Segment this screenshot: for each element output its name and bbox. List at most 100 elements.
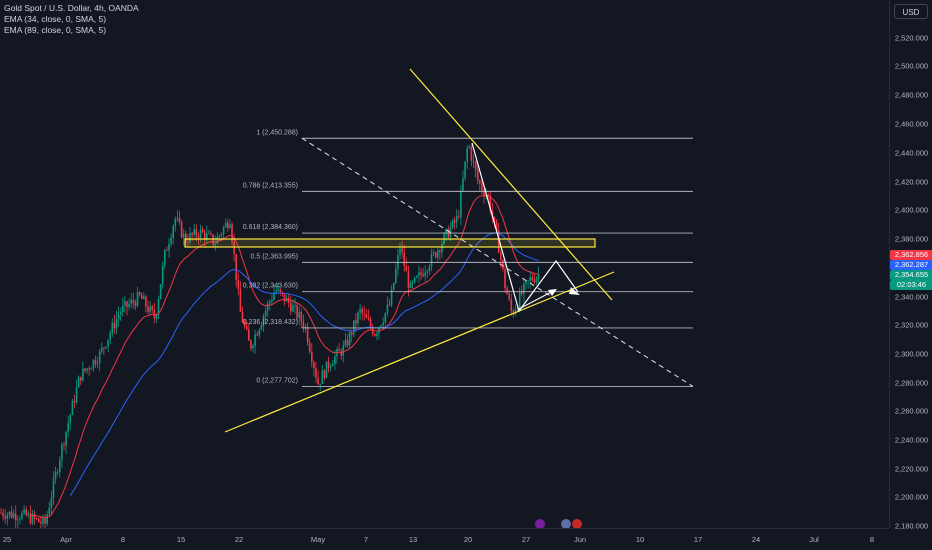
- candle-body: [65, 431, 67, 446]
- ema89-legend[interactable]: EMA (89, close, 0, SMA, 5): [4, 25, 107, 35]
- candle-body: [470, 147, 473, 161]
- candle-body: [376, 333, 378, 336]
- candle-body: [115, 318, 118, 329]
- candle-body: [119, 311, 122, 315]
- arrowhead-icon: [569, 287, 580, 295]
- candle-body: [77, 376, 80, 388]
- projection-arrow-line: [518, 289, 556, 310]
- candle-body: [33, 513, 36, 519]
- candle-body: [82, 368, 84, 381]
- drawings-layer[interactable]: [184, 68, 615, 433]
- candle-body: [132, 299, 135, 303]
- candle-body: [441, 243, 443, 253]
- fib-level-label: 0.382 (2,343.630): [243, 283, 298, 290]
- candle-body: [25, 509, 27, 516]
- candle-body: [8, 511, 11, 515]
- price-tick: 2,480.000: [894, 90, 929, 100]
- candle-body: [164, 249, 166, 266]
- fib-level-label: 0.236 (2,318.432): [243, 319, 298, 326]
- ema34-line: [30, 195, 539, 519]
- candle-body: [6, 514, 9, 519]
- candle-body: [241, 311, 244, 323]
- candle-body: [145, 296, 147, 307]
- candle-body: [260, 324, 263, 330]
- candle-body: [397, 254, 399, 269]
- price-chart[interactable]: 1 (2,450.288) 0.786 (2,413.355) 0.618 (2,3…: [0, 0, 889, 531]
- candle-body: [533, 280, 536, 283]
- price-tick: 2,520.000: [894, 33, 929, 43]
- candle-body: [48, 507, 51, 515]
- candle-body: [92, 359, 95, 369]
- candle-body: [462, 178, 464, 191]
- candle-body: [243, 322, 246, 327]
- time-tick: Jun: [573, 535, 587, 544]
- candle-body: [426, 271, 429, 273]
- candle-body: [319, 383, 321, 385]
- candle-body: [159, 284, 162, 300]
- candle-body: [384, 312, 387, 323]
- chart-pane[interactable]: 1 (2,450.288) 0.786 (2,413.355) 0.618 (2,3…: [0, 0, 889, 531]
- candle-body: [340, 350, 342, 356]
- candle-body: [210, 233, 212, 235]
- candle-body: [329, 365, 332, 368]
- candle-body: [151, 306, 153, 311]
- candle-body: [10, 511, 13, 518]
- candle-body: [31, 513, 34, 524]
- candle-body: [483, 190, 485, 196]
- candle-body: [283, 293, 286, 302]
- candle-body: [353, 320, 355, 335]
- price-tick: 2,320.000: [894, 320, 929, 330]
- candle-body: [54, 472, 57, 479]
- candle-body: [392, 283, 395, 290]
- arrowhead-icon: [548, 289, 557, 296]
- candle-body: [252, 345, 254, 349]
- candle-body: [189, 233, 191, 243]
- candle-body: [464, 161, 466, 179]
- ema34-legend[interactable]: EMA (34, close, 0, SMA, 5): [4, 14, 107, 24]
- price-tick: 2,220.000: [894, 464, 929, 474]
- candle-body: [248, 329, 250, 341]
- candle-body: [481, 183, 483, 191]
- candle-body: [424, 272, 426, 277]
- time-axis[interactable]: 25 Apr 8 15 22 May 7 13 20 27 Jun 10 17 …: [0, 528, 889, 550]
- candle-body: [220, 234, 223, 236]
- candle-body: [174, 218, 177, 227]
- candle-body: [126, 301, 128, 308]
- candle-body: [422, 274, 424, 277]
- candle-body: [239, 288, 242, 312]
- price-tick: 2,460.000: [894, 119, 929, 129]
- candle-body: [134, 302, 137, 306]
- candle-body: [12, 513, 15, 518]
- candle-body: [197, 236, 200, 238]
- symbol-title[interactable]: Gold Spot / U.S. Dollar, 4h, OANDA: [4, 3, 139, 13]
- candle-body: [138, 292, 141, 295]
- candle-body: [94, 359, 97, 365]
- candle-body: [355, 320, 357, 324]
- candle-body: [222, 227, 225, 235]
- candle-body: [250, 340, 252, 349]
- candle-body: [334, 356, 336, 365]
- currency-button[interactable]: USD: [894, 4, 928, 19]
- candle-body: [73, 400, 76, 403]
- candle-body: [111, 322, 114, 334]
- candle-body: [531, 277, 534, 281]
- candle-body: [416, 276, 418, 278]
- event-markers[interactable]: [535, 519, 582, 529]
- fib-retracement[interactable]: 1 (2,450.288) 0.786 (2,413.355) 0.618 (2,3…: [243, 129, 694, 387]
- candle-body: [460, 190, 462, 217]
- price-axis[interactable]: 2,520.000 2,500.000 2,480.000 2,460.000 …: [889, 0, 932, 531]
- candle-body: [50, 497, 53, 508]
- candle-body: [348, 332, 351, 346]
- time-tick: Apr: [60, 535, 72, 544]
- candle-body: [386, 304, 389, 313]
- candle-body: [88, 368, 90, 370]
- candle-body: [525, 281, 527, 284]
- candle-body: [434, 252, 437, 258]
- ema89-line: [69, 232, 539, 496]
- candle-body: [52, 478, 55, 498]
- candle-body: [325, 361, 328, 378]
- candle-body: [411, 282, 414, 284]
- candle-body: [338, 349, 340, 351]
- candle-body: [313, 362, 315, 369]
- price-tick: 2,180.000: [894, 521, 929, 531]
